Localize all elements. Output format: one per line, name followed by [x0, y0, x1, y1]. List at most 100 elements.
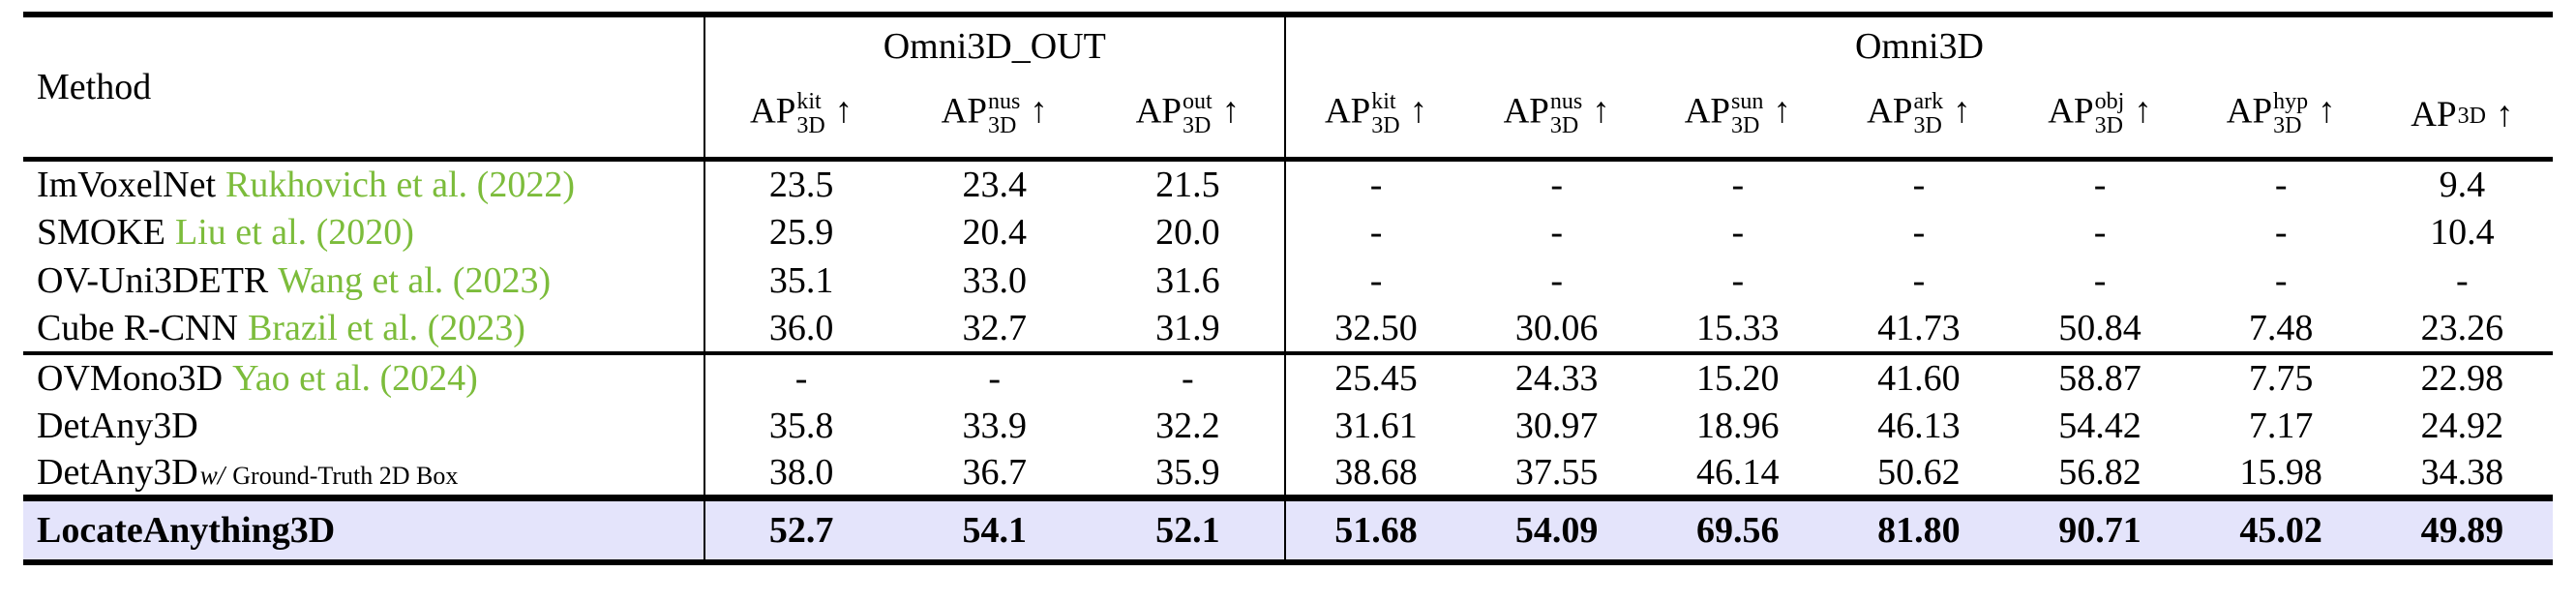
up-arrow-icon: ↑	[2134, 91, 2152, 132]
up-arrow-icon: ↑	[834, 91, 854, 132]
ap-sub: 3D	[1731, 113, 1760, 138]
group-header-omni3d-out: Omni3D_OUT	[704, 15, 1286, 72]
value-cell: 15.20	[1696, 357, 1780, 399]
method-cell: SMOKE Liu et al. (2020)	[23, 207, 705, 256]
value-cell: -	[2274, 259, 2288, 301]
value-cell: 31.6	[1091, 256, 1286, 305]
value-cell: -	[1369, 259, 1383, 301]
col-header-omni-ap3d: AP 3D ↑	[2372, 72, 2553, 160]
table-row-detany3d: DetAny3D 35.8 33.9 32.2 31.61 30.97 18.9…	[23, 401, 2553, 450]
method-name: LocateAnything3D	[37, 509, 336, 551]
ap-sub: 3D	[1371, 113, 1400, 138]
citation-link[interactable]: Wang et al. (2023)	[278, 259, 552, 301]
ap-sub: 3D	[1182, 113, 1212, 138]
value-cell: 31.61	[1334, 405, 1418, 446]
up-arrow-icon: ↑	[1030, 91, 1048, 132]
value-cell: -	[1731, 211, 1745, 253]
value-cell: 30.06	[1514, 307, 1599, 348]
citation-link[interactable]: Yao et al. (2024)	[232, 357, 478, 399]
col-header-omni-sun: AP sun 3D ↑	[1647, 72, 1828, 160]
up-arrow-icon: ↑	[2318, 91, 2336, 132]
col-header-out-kit: AP kit 3D ↑	[704, 72, 898, 160]
citation-link[interactable]: Brazil et al. (2023)	[247, 307, 525, 348]
value-cell: 32.7	[962, 307, 1027, 348]
value-cell: 46.13	[1877, 405, 1961, 446]
ap-scripts: out 3D	[1182, 88, 1213, 138]
ap-sub: 3D	[796, 113, 825, 138]
col-header-out-nus: AP nus 3D ↑	[898, 72, 1092, 160]
value-cell: 30.97	[1514, 405, 1599, 446]
value-cell: -	[2274, 164, 2288, 205]
value-cell: 20.4	[962, 211, 1027, 253]
value-cell: 23.26	[2420, 307, 2504, 348]
method-subscript: w/Ground-Truth 2D Box	[198, 461, 459, 490]
ap-sup: obj	[2094, 88, 2125, 114]
table-row-detany3d-gt2dbox: DetAny3Dw/Ground-Truth 2D Box 38.0 36.7 …	[23, 449, 2553, 498]
value-cell: 46.14	[1696, 451, 1780, 493]
value-cell: 37.55	[1514, 451, 1599, 493]
ap-scripts: hyp 3D	[2273, 88, 2309, 138]
method-cell: ImVoxelNet Rukhovich et al. (2022)	[23, 159, 705, 208]
value-cell: 52.1	[1091, 497, 1286, 562]
ap-scripts: 3D	[2458, 105, 2486, 129]
value-cell: 7.17	[2248, 405, 2314, 446]
value-cell: 81.80	[1877, 509, 1961, 551]
col-header-out-out: AP out 3D ↑	[1091, 72, 1286, 160]
up-arrow-icon: ↑	[1409, 91, 1428, 132]
ap-base: AP	[1684, 91, 1731, 132]
value-cell: -	[1091, 352, 1286, 402]
value-cell: -	[2093, 164, 2107, 205]
group-header-omni3d: Omni3D	[1854, 26, 1984, 67]
value-cell: -	[2274, 211, 2288, 253]
value-cell: 31.9	[1091, 304, 1286, 353]
ap-scripts: ark 3D	[1913, 88, 1944, 138]
table-row-cubercnn: Cube R-CNN Brazil et al. (2023) 36.0 32.7…	[23, 304, 2553, 353]
value-cell: -	[794, 357, 808, 399]
value-cell: -	[1731, 259, 1745, 301]
value-cell: -	[1369, 164, 1383, 205]
value-cell: -	[1731, 164, 1745, 205]
value-cell: 50.84	[2058, 307, 2142, 348]
value-cell: -	[2456, 259, 2469, 301]
ap-sup: ark	[1913, 88, 1944, 114]
citation-link[interactable]: Rukhovich et al. (2022)	[225, 164, 575, 205]
value-cell: 54.1	[962, 509, 1027, 551]
ap-sup: hyp	[2273, 88, 2309, 114]
method-name: OVMono3D	[37, 357, 224, 399]
value-cell: 38.0	[768, 451, 834, 493]
method-name: SMOKE	[37, 211, 166, 253]
value-cell: -	[2093, 211, 2107, 253]
value-cell: 15.98	[2239, 451, 2322, 493]
table-row-ovmono3d: OVMono3D Yao et al. (2024) - - - 25.45 24…	[23, 352, 2553, 402]
value-cell: 18.96	[1696, 405, 1780, 446]
value-cell: 54.09	[1514, 509, 1599, 551]
table-row-ovuni3detr: OV-Uni3DETR Wang et al. (2023) 35.1 33.0 …	[23, 256, 2553, 305]
ap-scripts: kit 3D	[796, 89, 825, 138]
method-subscript-prefix: w/	[199, 460, 225, 490]
up-arrow-icon: ↑	[2495, 94, 2514, 135]
col-header-omni-kit: AP kit 3D ↑	[1285, 72, 1466, 160]
value-cell: 58.87	[2058, 357, 2142, 399]
value-cell: 24.33	[1514, 357, 1599, 399]
ap-scripts: nus 3D	[987, 88, 1021, 138]
ap-sup: nus	[987, 88, 1021, 114]
value-cell: 25.9	[768, 211, 834, 253]
table-row-locateanything3d-highlighted: LocateAnything3D 52.7 54.1 52.1 51.68 54…	[23, 497, 2553, 562]
value-cell: 32.50	[1334, 307, 1418, 348]
up-arrow-icon: ↑	[1221, 91, 1241, 132]
citation-link[interactable]: Liu et al. (2020)	[175, 211, 414, 253]
method-cell: DetAny3D	[23, 401, 705, 450]
value-cell: 41.73	[1877, 307, 1961, 348]
ap-base: AP	[750, 91, 796, 132]
value-cell: -	[1912, 211, 1926, 253]
ap-base: AP	[2411, 94, 2457, 135]
header-columns-row: AP kit 3D ↑ AP nus 3D ↑ AP out 3D ↑ AP kit 3D ↑ AP nu…	[23, 72, 2553, 160]
ap-base: AP	[2226, 91, 2273, 132]
ap-sup: out	[1182, 88, 1213, 114]
ap-sup: sun	[1731, 88, 1764, 114]
col-header-omni-hyp: AP hyp 3D ↑	[2191, 72, 2372, 160]
value-cell: 22.98	[2420, 357, 2504, 399]
table-row-smoke: SMOKE Liu et al. (2020) 25.9 20.4 20.0 - …	[23, 207, 2553, 256]
value-cell: -	[1550, 211, 1563, 253]
value-cell: -	[1369, 211, 1383, 253]
